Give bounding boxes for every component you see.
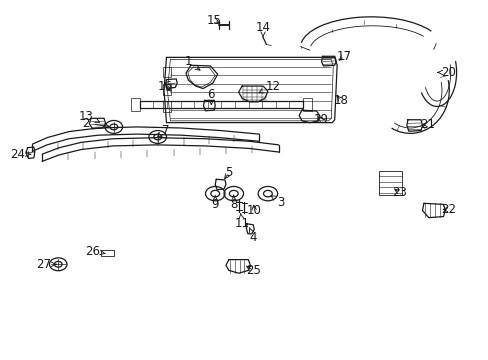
Bar — [101, 249, 114, 256]
Text: 11: 11 — [234, 213, 249, 230]
Text: 17: 17 — [336, 50, 351, 63]
Bar — [303, 98, 311, 111]
Text: 14: 14 — [255, 21, 270, 37]
Bar — [162, 84, 171, 95]
Text: 18: 18 — [333, 94, 348, 107]
Text: 9: 9 — [211, 195, 219, 211]
Text: 16: 16 — [158, 80, 173, 93]
Text: 23: 23 — [391, 186, 406, 199]
Text: 21: 21 — [419, 118, 434, 131]
Text: 12: 12 — [259, 80, 280, 93]
Bar — [162, 101, 171, 112]
Bar — [131, 98, 140, 111]
Text: 4: 4 — [249, 228, 257, 244]
Text: 27: 27 — [36, 258, 57, 271]
Text: 8: 8 — [230, 195, 237, 211]
Text: 1: 1 — [184, 55, 200, 70]
Text: 19: 19 — [313, 113, 328, 126]
Text: 15: 15 — [206, 14, 221, 27]
Text: 22: 22 — [440, 203, 455, 216]
Text: 6: 6 — [207, 88, 215, 104]
Text: 10: 10 — [246, 204, 261, 217]
Bar — [162, 67, 171, 77]
Text: 3: 3 — [270, 196, 284, 209]
Text: 7: 7 — [157, 124, 169, 138]
Text: 5: 5 — [224, 166, 232, 179]
Bar — [140, 101, 303, 108]
Text: 25: 25 — [245, 264, 260, 277]
Text: 20: 20 — [437, 66, 455, 79]
Text: 2: 2 — [82, 117, 109, 130]
Bar — [378, 171, 401, 195]
Text: 24: 24 — [10, 148, 31, 161]
Text: 13: 13 — [79, 110, 100, 123]
Text: 26: 26 — [85, 244, 105, 257]
